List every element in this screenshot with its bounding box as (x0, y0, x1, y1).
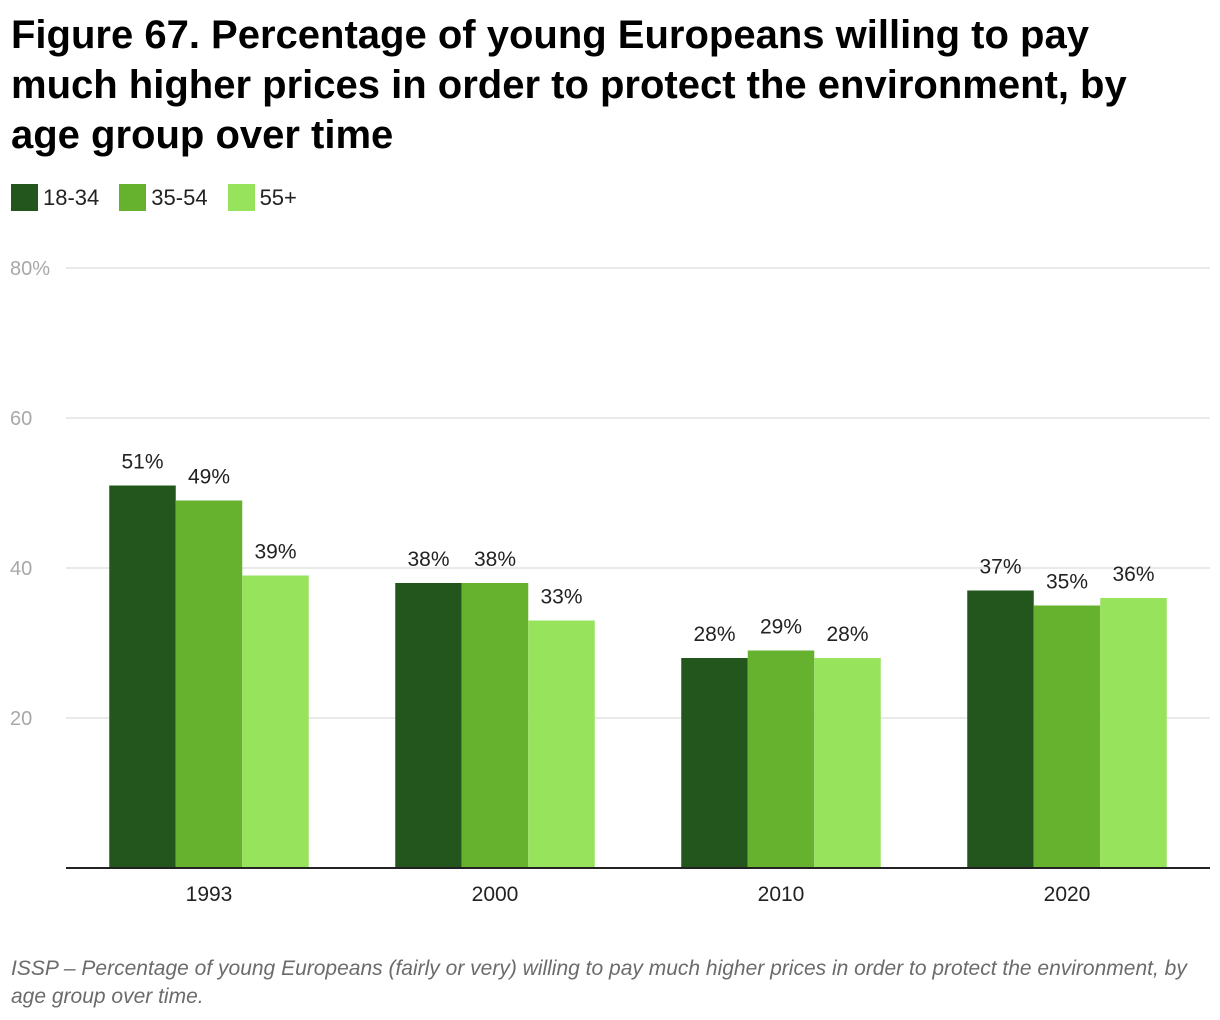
legend-label: 55+ (259, 184, 297, 210)
bar-18-34-2000 (395, 583, 462, 868)
x-tick-label: 2010 (758, 883, 805, 906)
data-label: 37% (979, 556, 1021, 579)
x-tick-label: 1993 (186, 883, 233, 906)
legend-item-35-54: 35-54 (119, 184, 208, 211)
data-label: 28% (826, 623, 868, 646)
data-label: 38% (407, 548, 449, 571)
chart-title: Figure 67. Percentage of young Europeans… (11, 13, 1127, 157)
y-tick-label: 80% (10, 258, 50, 280)
data-label: 39% (254, 541, 296, 564)
legend-item-18-34: 18-34 (11, 184, 99, 211)
bar-35-54-2010 (747, 650, 815, 868)
x-tick-label: 2000 (472, 883, 519, 906)
data-label: 36% (1112, 563, 1154, 586)
legend-label: 18-34 (43, 184, 100, 210)
data-label: 49% (188, 466, 230, 489)
legend-swatch (227, 184, 255, 211)
bar-35-54-2020 (1033, 605, 1101, 868)
bar-35-54-1993 (175, 500, 243, 868)
bar-18-34-2020 (967, 590, 1034, 868)
legend: 18-34 35-54 55+ (11, 184, 317, 211)
bar-55+-1993 (242, 575, 309, 868)
bar-18-34-2010 (681, 658, 748, 868)
bar-35-54-2000 (461, 583, 529, 868)
legend-swatch (119, 184, 147, 211)
bar-55+-2020 (1100, 598, 1167, 868)
y-tick-label: 40 (10, 558, 32, 580)
data-label: 28% (693, 623, 735, 646)
data-label: 33% (540, 586, 582, 609)
y-tick-label: 20 (10, 708, 32, 730)
y-tick-label: 60 (10, 408, 32, 430)
bar-18-34-1993 (109, 485, 176, 868)
legend-label: 35-54 (151, 184, 208, 210)
data-label: 38% (474, 548, 516, 571)
bar-55+-2010 (814, 658, 881, 868)
x-tick-label: 2020 (1044, 883, 1091, 906)
data-label: 29% (760, 616, 802, 639)
legend-item-55+: 55+ (227, 184, 297, 211)
data-label: 35% (1046, 571, 1088, 594)
bar-55+-2000 (528, 620, 595, 868)
source-note: ISSP – Percentage of young Europeans (fa… (11, 957, 1187, 1008)
legend-swatch (11, 184, 38, 211)
data-label: 51% (121, 451, 163, 474)
